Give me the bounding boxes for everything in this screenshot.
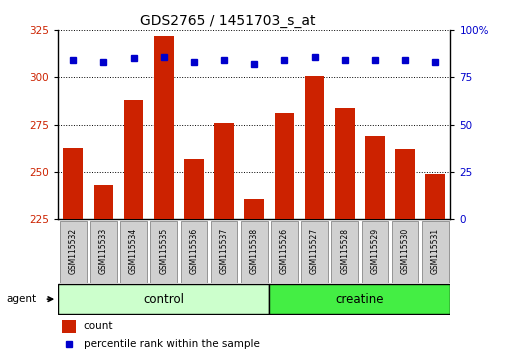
FancyBboxPatch shape	[301, 221, 327, 282]
Bar	[184, 159, 204, 219]
FancyBboxPatch shape	[120, 221, 146, 282]
Bar	[124, 100, 143, 219]
Bar	[394, 149, 414, 219]
Bar	[274, 113, 293, 219]
FancyBboxPatch shape	[269, 284, 449, 314]
Text: GSM115527: GSM115527	[310, 228, 319, 274]
Text: GSM115526: GSM115526	[279, 228, 288, 274]
Text: GSM115535: GSM115535	[159, 228, 168, 274]
Bar	[244, 199, 264, 219]
FancyBboxPatch shape	[391, 221, 418, 282]
FancyBboxPatch shape	[60, 221, 86, 282]
Bar	[425, 174, 444, 219]
Text: GSM115532: GSM115532	[69, 228, 78, 274]
Text: GSM115529: GSM115529	[370, 228, 379, 274]
Bar	[93, 185, 113, 219]
FancyBboxPatch shape	[361, 221, 387, 282]
Bar	[154, 36, 173, 219]
FancyBboxPatch shape	[421, 221, 447, 282]
FancyBboxPatch shape	[331, 221, 358, 282]
Text: GSM115537: GSM115537	[219, 228, 228, 274]
FancyBboxPatch shape	[150, 221, 177, 282]
FancyBboxPatch shape	[58, 284, 269, 314]
Text: GSM115536: GSM115536	[189, 228, 198, 274]
Bar	[62, 320, 76, 333]
FancyBboxPatch shape	[240, 221, 267, 282]
Text: GSM115538: GSM115538	[249, 228, 258, 274]
Text: agent: agent	[7, 294, 37, 304]
FancyBboxPatch shape	[180, 221, 207, 282]
Text: percentile rank within the sample: percentile rank within the sample	[83, 339, 259, 349]
FancyBboxPatch shape	[211, 221, 237, 282]
Bar	[334, 108, 354, 219]
Bar	[63, 148, 83, 219]
Bar	[304, 75, 324, 219]
Text: GSM115531: GSM115531	[430, 228, 439, 274]
Text: control: control	[143, 293, 184, 306]
Text: count: count	[83, 321, 113, 331]
Bar	[214, 123, 233, 219]
FancyBboxPatch shape	[90, 221, 117, 282]
Text: GSM115530: GSM115530	[400, 228, 409, 274]
Text: GSM115534: GSM115534	[129, 228, 138, 274]
Text: GSM115533: GSM115533	[99, 228, 108, 274]
FancyBboxPatch shape	[271, 221, 297, 282]
Text: GSM115528: GSM115528	[339, 228, 348, 274]
Bar	[365, 136, 384, 219]
Text: GDS2765 / 1451703_s_at: GDS2765 / 1451703_s_at	[140, 14, 315, 28]
Text: creatine: creatine	[335, 293, 383, 306]
